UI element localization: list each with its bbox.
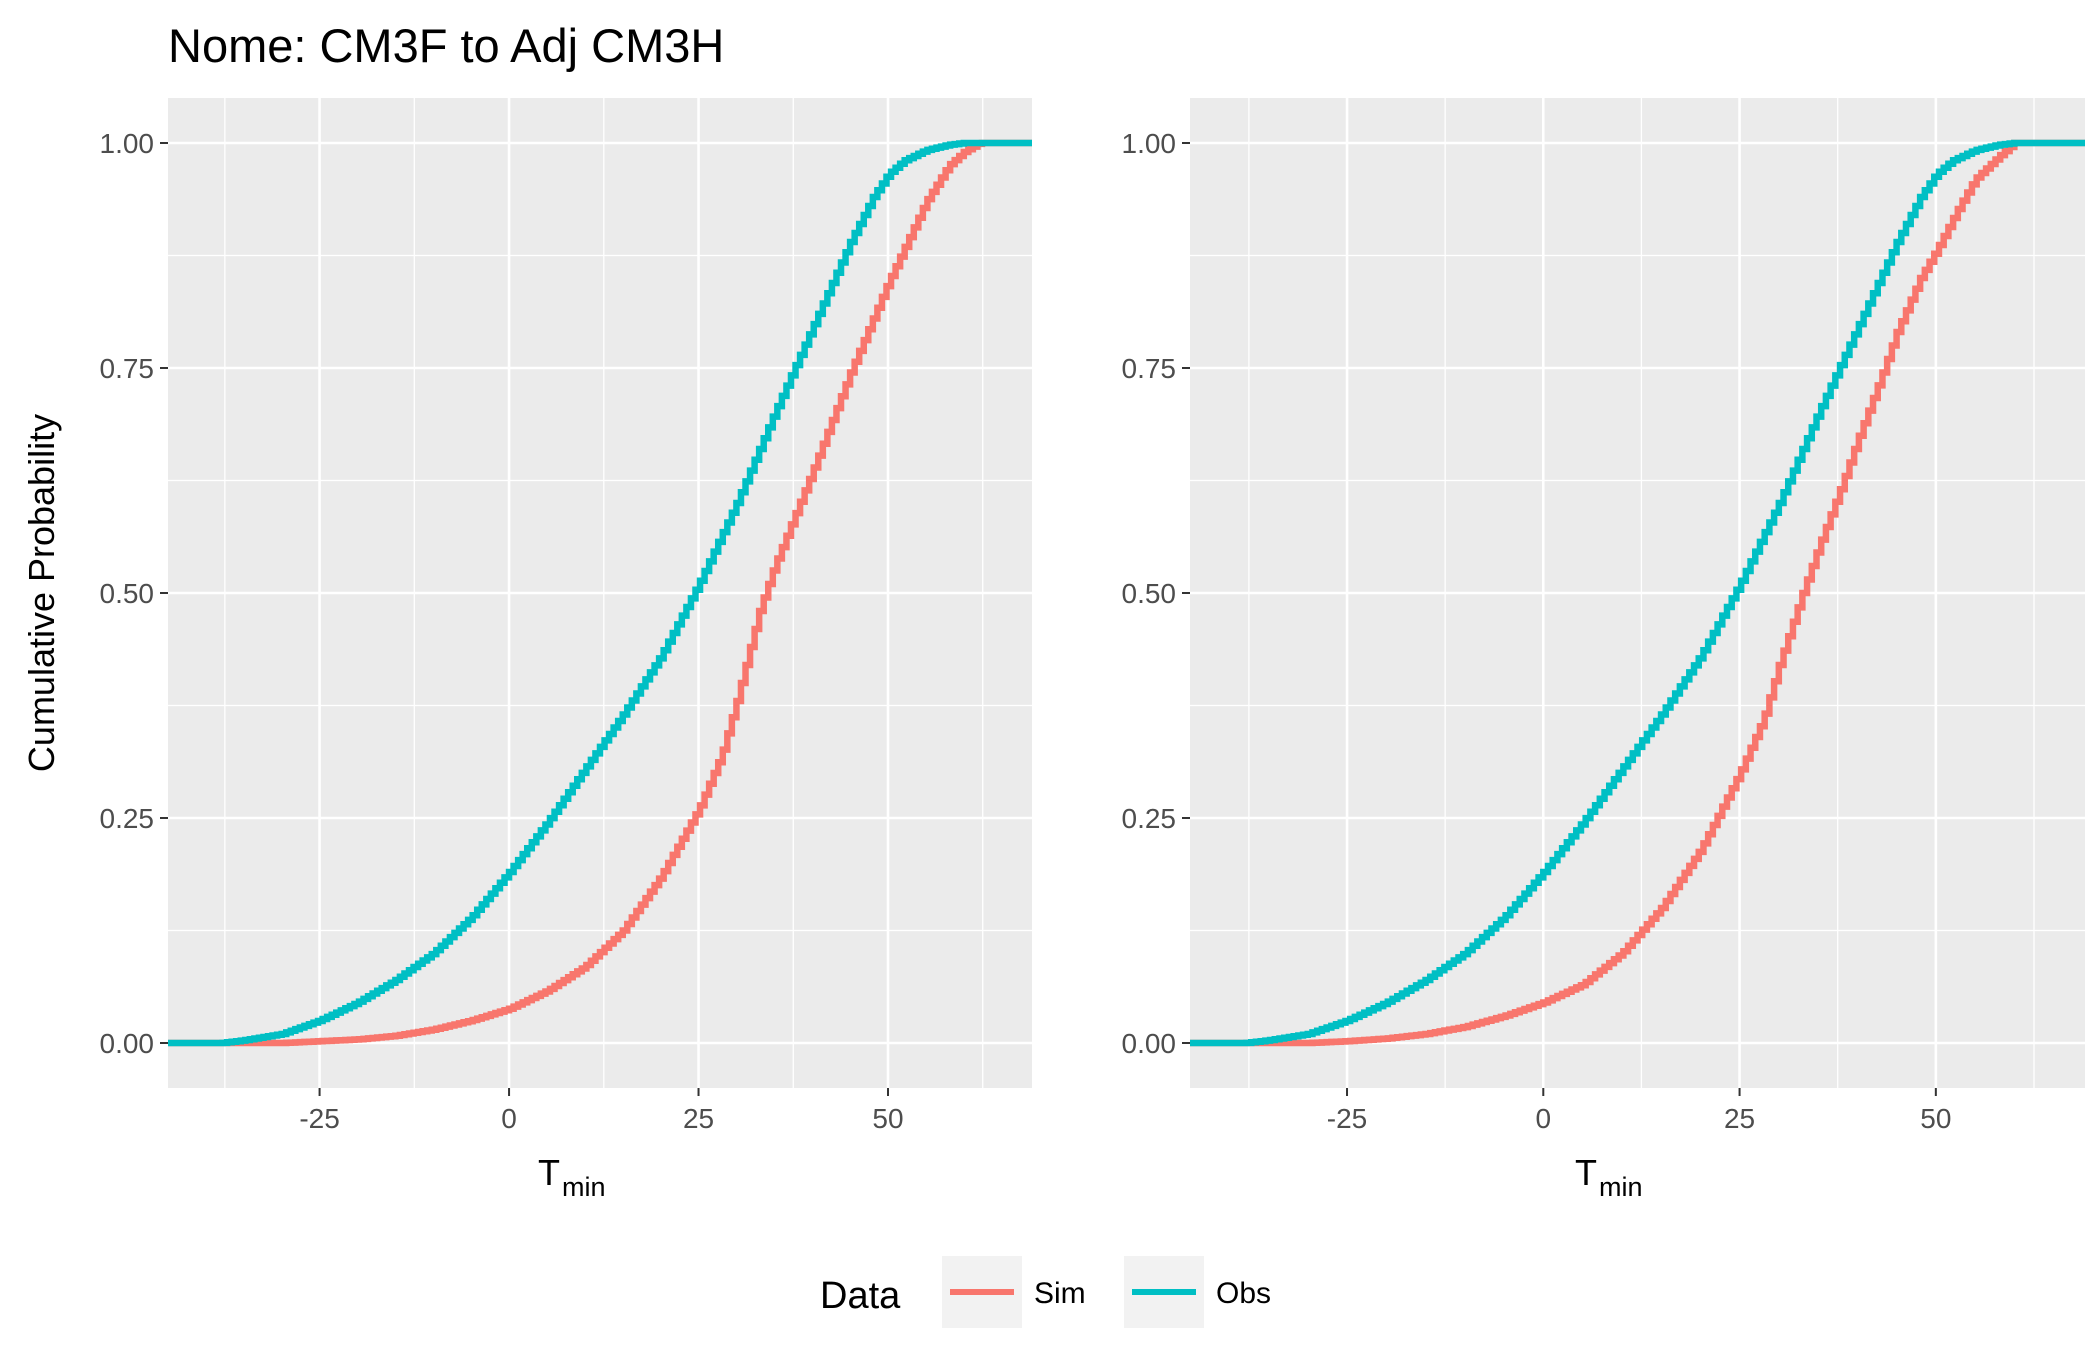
y-tick-label: 0.50: [100, 578, 155, 609]
y-tick-label: 1.00: [1122, 128, 1177, 159]
y-tick-label: 0.00: [100, 1028, 155, 1059]
x-axis-title-sub: min: [1599, 1172, 1643, 1202]
y-tick-label: 0.25: [1122, 803, 1177, 834]
x-axis-title-right: T min: [1575, 1152, 1643, 1202]
x-tick-label: -25: [299, 1103, 339, 1134]
panel-left: -25 0 25 50 0.00 0.25 0.50 0.75 1.00: [100, 98, 1032, 1134]
y-axis-title: Cumulative Probability: [21, 414, 62, 772]
svg-text:T: T: [1575, 1152, 1597, 1193]
x-axis-title-main: T: [538, 1152, 560, 1193]
series-line-obs: [168, 139, 1032, 1047]
x-tick-label: -25: [1327, 1103, 1367, 1134]
legend-label-sim: Sim: [1034, 1277, 1086, 1310]
x-axis-title-main: T: [1575, 1152, 1597, 1193]
series-line-sim: [1190, 139, 2085, 1047]
x-axis-title-sub: min: [562, 1172, 606, 1202]
chart-title: Nome: CM3F to Adj CM3H: [168, 19, 724, 72]
x-axis-title-left: T min: [538, 1152, 606, 1202]
y-tick-label: 0.75: [100, 353, 155, 384]
legend-title: Data: [820, 1275, 901, 1317]
legend: Data Sim Obs: [820, 1256, 1271, 1328]
legend-label-obs: Obs: [1216, 1277, 1271, 1310]
y-tick-label: 0.75: [1122, 353, 1177, 384]
x-tick-label: 50: [872, 1103, 903, 1134]
panel-right: -25 0 25 50 0.00 0.25 0.50 0.75 1.00: [1122, 98, 2085, 1134]
y-tick-label: 0.25: [100, 803, 155, 834]
y-tick-label: 0.50: [1122, 578, 1177, 609]
x-tick-label: 25: [683, 1103, 714, 1134]
series-line-sim: [168, 139, 1032, 1047]
svg-text:T: T: [538, 1152, 560, 1193]
x-tick-label: 50: [1920, 1103, 1951, 1134]
y-tick-label: 0.00: [1122, 1028, 1177, 1059]
y-tick-label: 1.00: [100, 128, 155, 159]
x-tick-label: 25: [1724, 1103, 1755, 1134]
x-tick-label: 0: [1536, 1103, 1552, 1134]
series-line-obs: [1190, 139, 2085, 1047]
x-tick-label: 0: [501, 1103, 517, 1134]
